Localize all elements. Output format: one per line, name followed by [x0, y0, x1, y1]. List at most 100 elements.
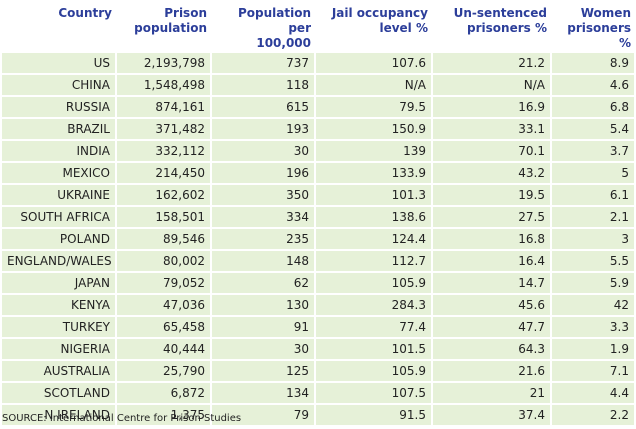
prison-population-cell: 80,002	[117, 251, 210, 271]
jail-occupancy-cell: 107.5	[316, 383, 431, 403]
prison-population-cell: 25,790	[117, 361, 210, 381]
jail-occupancy-cell: 124.4	[316, 229, 431, 249]
header-line: prisoners %	[567, 21, 631, 50]
women-prisoners-cell: 8.9	[552, 53, 634, 73]
unsentenced-prisoners-cell: 33.1	[433, 119, 550, 139]
unsentenced-prisoners-cell: 16.9	[433, 97, 550, 117]
women-prisoners-cell: 3.7	[552, 141, 634, 161]
country-cell: ENGLAND/WALES	[2, 251, 115, 271]
population-per-100000-cell: 118	[212, 75, 314, 95]
population-per-100000-cell: 125	[212, 361, 314, 381]
women-prisoners-cell: 6.1	[552, 185, 634, 205]
header-line: level %	[379, 21, 428, 35]
unsentenced-prisoners-cell: 21.2	[433, 53, 550, 73]
women-prisoners-cell: 5	[552, 163, 634, 183]
table-row: SCOTLAND 6,872 134 107.5 21 4.4	[2, 383, 634, 403]
unsentenced-prisoners-cell: 14.7	[433, 273, 550, 293]
table-row: UKRAINE 162,602 350 101.3 19.5 6.1	[2, 185, 634, 205]
unsentenced-prisoners-cell: 16.8	[433, 229, 550, 249]
unsentenced-prisoners-cell: N/A	[433, 75, 550, 95]
header-line: population	[134, 21, 207, 35]
table-row: SOUTH AFRICA 158,501 334 138.6 27.5 2.1	[2, 207, 634, 227]
country-cell: NIGERIA	[2, 339, 115, 359]
unsentenced-prisoners-cell: 27.5	[433, 207, 550, 227]
header-population-per-100000: Population per 100,000	[212, 2, 314, 51]
unsentenced-prisoners-cell: 21.6	[433, 361, 550, 381]
women-prisoners-cell: 6.8	[552, 97, 634, 117]
prison-population-cell: 89,546	[117, 229, 210, 249]
prison-population-cell: 1,548,498	[117, 75, 210, 95]
population-per-100000-cell: 134	[212, 383, 314, 403]
women-prisoners-cell: 7.1	[552, 361, 634, 381]
jail-occupancy-cell: 150.9	[316, 119, 431, 139]
population-per-100000-cell: 350	[212, 185, 314, 205]
table-row: KENYA 47,036 130 284.3 45.6 42	[2, 295, 634, 315]
population-per-100000-cell: 79	[212, 405, 314, 425]
unsentenced-prisoners-cell: 37.4	[433, 405, 550, 425]
header-jail-occupancy: Jail occupancy level %	[316, 2, 431, 51]
header-unsentenced-prisoners: Un-sentenced prisoners %	[433, 2, 550, 51]
header-row: Country Prison population Population per 100…	[2, 2, 634, 51]
jail-occupancy-cell: 284.3	[316, 295, 431, 315]
population-per-100000-cell: 193	[212, 119, 314, 139]
prison-population-cell: 47,036	[117, 295, 210, 315]
prison-population-cell: 2,193,798	[117, 53, 210, 73]
population-per-100000-cell: 615	[212, 97, 314, 117]
table-row: JAPAN 79,052 62 105.9 14.7 5.9	[2, 273, 634, 293]
table-row: AUSTRALIA 25,790 125 105.9 21.6 7.1	[2, 361, 634, 381]
population-per-100000-cell: 148	[212, 251, 314, 271]
table-row: N IRELAND 1,375 79 91.5 37.4 2.2	[2, 405, 634, 425]
unsentenced-prisoners-cell: 70.1	[433, 141, 550, 161]
table-row: MEXICO 214,450 196 133.9 43.2 5	[2, 163, 634, 183]
table-row: RUSSIA 874,161 615 79.5 16.9 6.8	[2, 97, 634, 117]
population-per-100000-cell: 737	[212, 53, 314, 73]
header-line: 100,000	[256, 36, 311, 50]
population-per-100000-cell: 130	[212, 295, 314, 315]
table-row: INDIA 332,112 30 139 70.1 3.7	[2, 141, 634, 161]
unsentenced-prisoners-cell: 64.3	[433, 339, 550, 359]
women-prisoners-cell: 2.1	[552, 207, 634, 227]
population-per-100000-cell: 235	[212, 229, 314, 249]
women-prisoners-cell: 5.9	[552, 273, 634, 293]
source-note: SOURCE: International Centre for Prison …	[2, 413, 242, 424]
unsentenced-prisoners-cell: 43.2	[433, 163, 550, 183]
jail-occupancy-cell: 101.3	[316, 185, 431, 205]
women-prisoners-cell: 1.9	[552, 339, 634, 359]
country-cell: KENYA	[2, 295, 115, 315]
country-cell: SCOTLAND	[2, 383, 115, 403]
country-cell: JAPAN	[2, 273, 115, 293]
prison-population-cell: 79,052	[117, 273, 210, 293]
table-body: US 2,193,798 737 107.6 21.2 8.9 CHINA 1,548,498…	[2, 53, 634, 425]
population-per-100000-cell: 30	[212, 339, 314, 359]
country-cell: TURKEY	[2, 317, 115, 337]
country-cell: BRAZIL	[2, 119, 115, 139]
population-per-100000-cell: 62	[212, 273, 314, 293]
women-prisoners-cell: 5.4	[552, 119, 634, 139]
jail-occupancy-cell: 105.9	[316, 361, 431, 381]
unsentenced-prisoners-cell: 47.7	[433, 317, 550, 337]
table-row: BRAZIL 371,482 193 150.9 33.1 5.4	[2, 119, 634, 139]
jail-occupancy-cell: N/A	[316, 75, 431, 95]
population-per-100000-cell: 196	[212, 163, 314, 183]
population-per-100000-cell: 91	[212, 317, 314, 337]
unsentenced-prisoners-cell: 16.4	[433, 251, 550, 271]
country-cell: CHINA	[2, 75, 115, 95]
women-prisoners-cell: 42	[552, 295, 634, 315]
country-cell: UKRAINE	[2, 185, 115, 205]
table-row: TURKEY 65,458 91 77.4 47.7 3.3	[2, 317, 634, 337]
country-cell: INDIA	[2, 141, 115, 161]
table-row: CHINA 1,548,498 118 N/A N/A 4.6	[2, 75, 634, 95]
header-line: Country	[58, 6, 112, 20]
jail-occupancy-cell: 133.9	[316, 163, 431, 183]
prison-population-cell: 40,444	[117, 339, 210, 359]
table-row: NIGERIA 40,444 30 101.5 64.3 1.9	[2, 339, 634, 359]
unsentenced-prisoners-cell: 45.6	[433, 295, 550, 315]
prison-population-cell: 214,450	[117, 163, 210, 183]
country-cell: POLAND	[2, 229, 115, 249]
table-row: ENGLAND/WALES 80,002 148 112.7 16.4 5.5	[2, 251, 634, 271]
jail-occupancy-cell: 91.5	[316, 405, 431, 425]
prison-population-cell: 162,602	[117, 185, 210, 205]
table-row: US 2,193,798 737 107.6 21.2 8.9	[2, 53, 634, 73]
